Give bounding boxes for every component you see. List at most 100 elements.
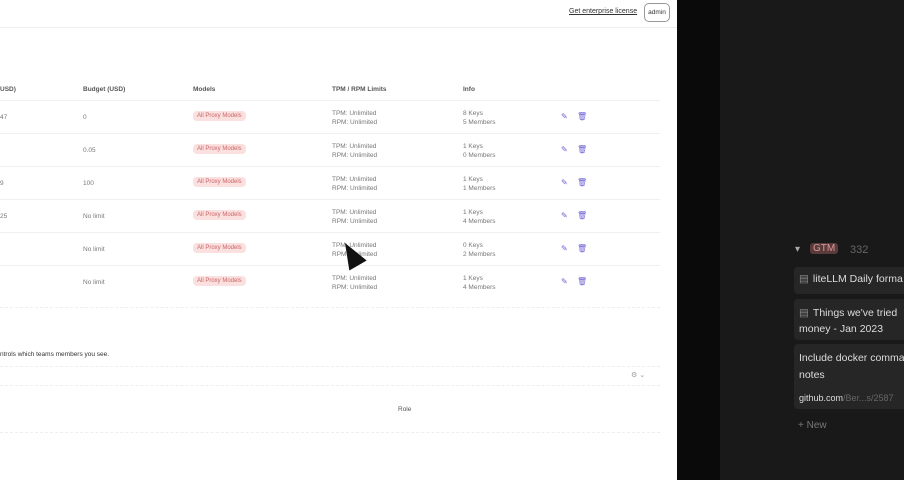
spend-cell: 9 (0, 180, 4, 187)
edit-icon[interactable]: ✎ (561, 277, 568, 286)
card-title: liteLLM Daily forma (812, 273, 903, 285)
divider (0, 307, 660, 308)
rpm-limit: RPM: Unlimited (332, 119, 378, 126)
rpm-limit: RPM: Unlimited (332, 152, 378, 159)
page-icon: ▤ (799, 307, 809, 319)
edit-icon[interactable]: ✎ (561, 178, 568, 187)
table-row[interactable]: No limit All Proxy Models TPM: Unlimited… (0, 232, 660, 265)
members-count: 4 Members (463, 284, 496, 291)
tpm-limit: TPM: Unlimited (332, 242, 377, 249)
table-row[interactable]: No limit All Proxy Models TPM: Unlimited… (0, 265, 660, 298)
tpm-limit: TPM: Unlimited (332, 209, 377, 216)
rpm-limit: RPM: Unlimited (332, 284, 378, 291)
models-badge: All Proxy Models (193, 210, 246, 220)
budget-cell: No limit (83, 246, 105, 253)
members-note: ntrols which teams members you see. (0, 351, 110, 358)
keys-count: 1 Keys (463, 275, 483, 282)
limits-cell: TPM: Unlimited RPM: Unlimited (332, 241, 377, 259)
limits-cell: TPM: Unlimited RPM: Unlimited (332, 109, 377, 127)
rpm-limit: RPM: Unlimited (332, 251, 378, 258)
col-models[interactable]: Models (193, 86, 216, 93)
col-limits[interactable]: TPM / RPM Limits (332, 86, 387, 93)
limits-cell: TPM: Unlimited RPM: Unlimited (332, 142, 377, 160)
budget-cell: No limit (83, 213, 105, 220)
keys-count: 8 Keys (463, 110, 483, 117)
card-title: Include docker comma notes (799, 352, 904, 381)
budget-cell: 0 (83, 114, 87, 121)
spend-cell: 25 (0, 213, 8, 220)
col-info[interactable]: Info (463, 86, 475, 93)
models-badge: All Proxy Models (193, 144, 246, 154)
trash-icon[interactable]: 🗑 (577, 178, 588, 187)
collapse-triangle-icon[interactable]: ▾ (795, 244, 801, 255)
table-row[interactable]: 25 No limit All Proxy Models TPM: Unlimi… (0, 199, 660, 232)
divider (0, 385, 660, 386)
col-budget[interactable]: Budget (USD) (83, 86, 126, 93)
models-badge: All Proxy Models (193, 177, 246, 187)
col-spend[interactable]: USD) (0, 86, 16, 93)
limits-cell: TPM: Unlimited RPM: Unlimited (332, 175, 377, 193)
models-badge: All Proxy Models (193, 276, 246, 286)
limits-cell: TPM: Unlimited RPM: Unlimited (332, 274, 377, 292)
rpm-limit: RPM: Unlimited (332, 185, 378, 192)
budget-cell: No limit (83, 279, 105, 286)
info-cell: 1 Keys 4 Members (463, 208, 496, 226)
top-bar: Get enterprise license admin (0, 0, 677, 28)
enterprise-license-link[interactable]: Get enterprise license (569, 8, 638, 15)
keys-count: 1 Keys (463, 209, 483, 216)
spend-cell: 47 (0, 114, 8, 121)
trash-icon[interactable]: 🗑 (577, 145, 588, 154)
keys-count: 0 Keys (463, 242, 483, 249)
group-count: 332 (850, 244, 869, 256)
card-title: Things we've tried money - Jan 2023 (799, 307, 898, 335)
keys-count: 1 Keys (463, 176, 483, 183)
members-count: 5 Members (463, 119, 496, 126)
members-count: 0 Members (463, 152, 496, 159)
members-count: 1 Members (463, 185, 496, 192)
budget-cell: 0.05 (83, 147, 96, 154)
new-label: New (806, 420, 827, 431)
edit-icon[interactable]: ✎ (561, 145, 568, 154)
trash-icon[interactable]: 🗑 (577, 244, 588, 253)
card[interactable]: Include docker comma notes github.com/Ber… (794, 344, 904, 409)
settings-gear-icon[interactable]: ⚙ ⌄ (631, 372, 646, 379)
trash-icon[interactable]: 🗑 (577, 211, 588, 220)
rpm-limit: RPM: Unlimited (332, 218, 378, 225)
tpm-limit: TPM: Unlimited (332, 176, 377, 183)
limits-cell: TPM: Unlimited RPM: Unlimited (332, 208, 377, 226)
info-cell: 0 Keys 2 Members (463, 241, 496, 259)
info-cell: 8 Keys 5 Members (463, 109, 496, 127)
page-icon: ▤ (799, 273, 809, 285)
models-badge: All Proxy Models (193, 111, 246, 121)
table-row[interactable]: 9 100 All Proxy Models TPM: Unlimited RPM… (0, 166, 660, 199)
table-row[interactable]: 47 0 All Proxy Models TPM: Unlimited RPM:… (0, 100, 660, 133)
col-role: Role (398, 406, 412, 413)
table-row[interactable]: 0.05 All Proxy Models TPM: Unlimited RPM:… (0, 133, 660, 166)
divider (0, 366, 660, 367)
tpm-limit: TPM: Unlimited (332, 143, 377, 150)
info-cell: 1 Keys 4 Members (463, 274, 496, 292)
members-count: 4 Members (463, 218, 496, 225)
models-badge: All Proxy Models (193, 243, 246, 253)
info-cell: 1 Keys 1 Members (463, 175, 496, 193)
trash-icon[interactable]: 🗑 (577, 277, 588, 286)
card[interactable]: ▤ liteLLM Daily forma (794, 267, 904, 294)
teams-page: Get enterprise license admin USD) Budget… (0, 0, 677, 480)
tpm-limit: TPM: Unlimited (332, 275, 377, 282)
info-cell: 1 Keys 0 Members (463, 142, 496, 160)
members-count: 2 Members (463, 251, 496, 258)
trash-icon[interactable]: 🗑 (577, 112, 588, 121)
user-menu-button[interactable]: admin (644, 3, 670, 22)
new-card-button[interactable]: + New (798, 420, 827, 431)
keys-count: 1 Keys (463, 143, 483, 150)
tpm-limit: TPM: Unlimited (332, 110, 377, 117)
link-host[interactable]: github.com (799, 393, 844, 403)
group-tag[interactable]: GTM (810, 243, 839, 254)
card[interactable]: ▤ Things we've tried money - Jan 2023 (794, 299, 904, 340)
edit-icon[interactable]: ✎ (561, 211, 568, 220)
link-path[interactable]: /Ber...s/2587 (843, 393, 894, 403)
budget-cell: 100 (83, 180, 94, 187)
divider (0, 432, 660, 433)
edit-icon[interactable]: ✎ (561, 112, 568, 121)
edit-icon[interactable]: ✎ (561, 244, 568, 253)
